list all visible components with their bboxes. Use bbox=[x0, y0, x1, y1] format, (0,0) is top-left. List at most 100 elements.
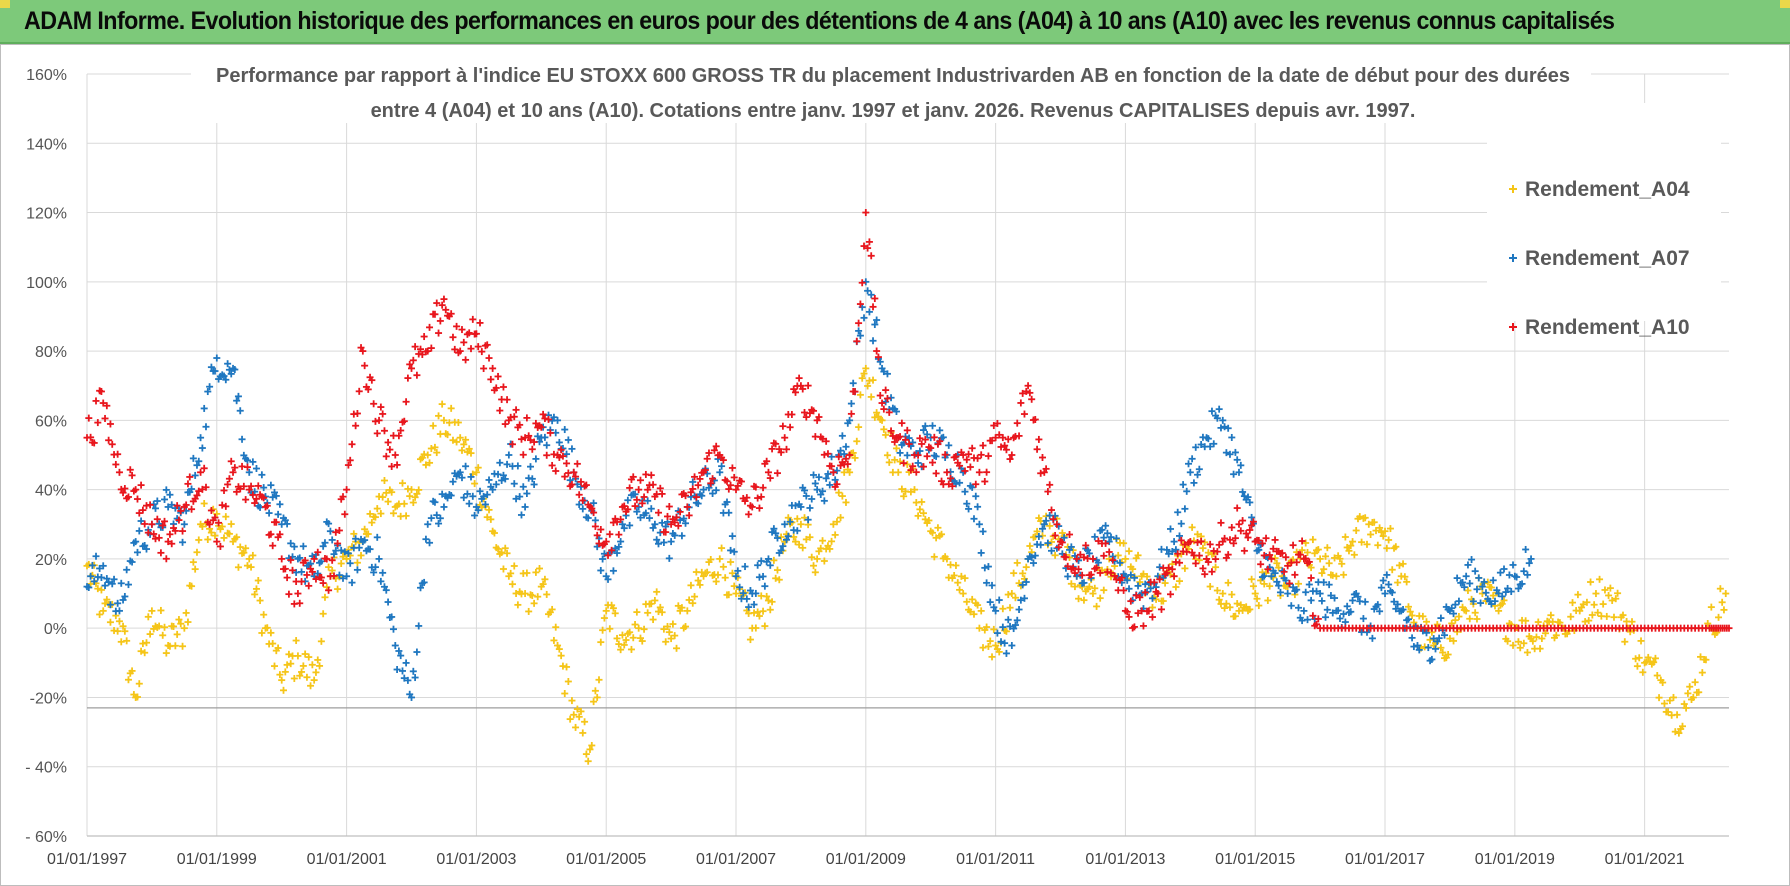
data-point bbox=[1669, 624, 1677, 632]
data-point bbox=[979, 527, 987, 535]
data-point bbox=[1298, 617, 1306, 625]
data-point bbox=[1325, 559, 1333, 567]
data-point bbox=[528, 445, 536, 453]
data-point bbox=[1105, 538, 1113, 546]
data-point bbox=[316, 662, 324, 670]
data-point bbox=[177, 620, 185, 628]
data-point bbox=[597, 638, 605, 646]
data-point bbox=[1240, 492, 1248, 500]
data-point bbox=[968, 595, 976, 603]
data-point bbox=[153, 497, 161, 505]
data-point bbox=[808, 553, 816, 561]
data-point bbox=[903, 426, 911, 434]
data-point bbox=[361, 362, 369, 370]
data-point bbox=[557, 446, 565, 454]
data-point bbox=[227, 370, 235, 378]
data-point bbox=[1251, 590, 1259, 598]
data-point bbox=[1147, 584, 1155, 592]
data-point bbox=[806, 533, 814, 541]
data-point bbox=[591, 522, 599, 530]
data-point bbox=[1165, 550, 1173, 558]
data-point bbox=[1527, 555, 1535, 563]
data-point bbox=[1075, 565, 1083, 573]
data-point bbox=[849, 379, 857, 387]
data-point bbox=[799, 544, 807, 552]
data-point bbox=[1323, 544, 1331, 552]
data-point bbox=[1019, 389, 1027, 397]
data-point bbox=[1525, 632, 1533, 640]
data-point bbox=[701, 466, 709, 474]
data-point bbox=[296, 672, 304, 680]
data-point bbox=[647, 505, 655, 513]
data-point bbox=[474, 464, 482, 472]
data-point bbox=[1199, 433, 1207, 441]
data-point bbox=[245, 555, 253, 563]
data-point bbox=[1134, 609, 1142, 617]
chart-panel: - 60% - 40% -20% 0% 20% 40% 60% 80% 100% 120% 140%… bbox=[0, 44, 1790, 886]
data-point bbox=[519, 483, 527, 491]
data-point bbox=[1684, 689, 1692, 697]
data-point bbox=[997, 443, 1005, 451]
data-point bbox=[541, 414, 549, 422]
data-point bbox=[402, 659, 410, 667]
data-point bbox=[121, 592, 129, 600]
data-point bbox=[272, 492, 280, 500]
data-point bbox=[317, 574, 325, 582]
data-point bbox=[1437, 614, 1445, 622]
data-point bbox=[754, 561, 762, 569]
data-point bbox=[211, 367, 219, 375]
data-point bbox=[945, 480, 953, 488]
data-point bbox=[545, 415, 553, 423]
data-point bbox=[267, 629, 275, 637]
data-point bbox=[332, 528, 340, 536]
data-point bbox=[1314, 546, 1322, 554]
data-point bbox=[703, 455, 711, 463]
data-point bbox=[1307, 596, 1315, 604]
data-point bbox=[215, 519, 223, 527]
data-point bbox=[175, 616, 183, 624]
legend-entry: Rendement_A07 bbox=[1525, 247, 1690, 270]
data-point bbox=[575, 713, 583, 721]
data-point bbox=[997, 638, 1005, 646]
data-point bbox=[528, 475, 536, 483]
data-point bbox=[1323, 606, 1331, 614]
data-point bbox=[1587, 578, 1595, 586]
data-point bbox=[193, 491, 201, 499]
data-point bbox=[752, 483, 760, 491]
data-point bbox=[885, 408, 893, 416]
y-tick-label: - 60% bbox=[25, 829, 67, 846]
data-point bbox=[344, 549, 352, 557]
data-point bbox=[454, 349, 462, 357]
data-point bbox=[133, 693, 141, 701]
data-point bbox=[947, 474, 955, 482]
data-point bbox=[155, 520, 163, 528]
data-point bbox=[188, 505, 196, 513]
data-point bbox=[188, 485, 196, 493]
data-point bbox=[773, 566, 781, 574]
data-point bbox=[110, 575, 118, 583]
data-point bbox=[788, 410, 796, 418]
data-point bbox=[330, 550, 338, 558]
data-point bbox=[1523, 648, 1531, 656]
data-point bbox=[1235, 468, 1243, 476]
data-point bbox=[1048, 538, 1056, 546]
data-point bbox=[730, 548, 738, 556]
data-point bbox=[965, 505, 973, 513]
data-point bbox=[867, 252, 875, 260]
data-point bbox=[907, 488, 915, 496]
data-point bbox=[213, 354, 221, 362]
data-point bbox=[499, 565, 507, 573]
data-point bbox=[166, 491, 174, 499]
data-point bbox=[467, 473, 475, 481]
data-point bbox=[1289, 541, 1297, 549]
data-point bbox=[536, 565, 544, 573]
data-point bbox=[1377, 584, 1385, 592]
data-point bbox=[510, 562, 518, 570]
data-point bbox=[1042, 517, 1050, 525]
data-point bbox=[579, 505, 587, 513]
data-point bbox=[433, 299, 441, 307]
data-point bbox=[600, 614, 608, 622]
data-point bbox=[133, 495, 141, 503]
data-point bbox=[1659, 679, 1667, 687]
data-point bbox=[676, 516, 684, 524]
